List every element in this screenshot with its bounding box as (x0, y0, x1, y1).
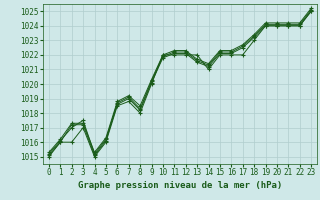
X-axis label: Graphe pression niveau de la mer (hPa): Graphe pression niveau de la mer (hPa) (78, 181, 282, 190)
